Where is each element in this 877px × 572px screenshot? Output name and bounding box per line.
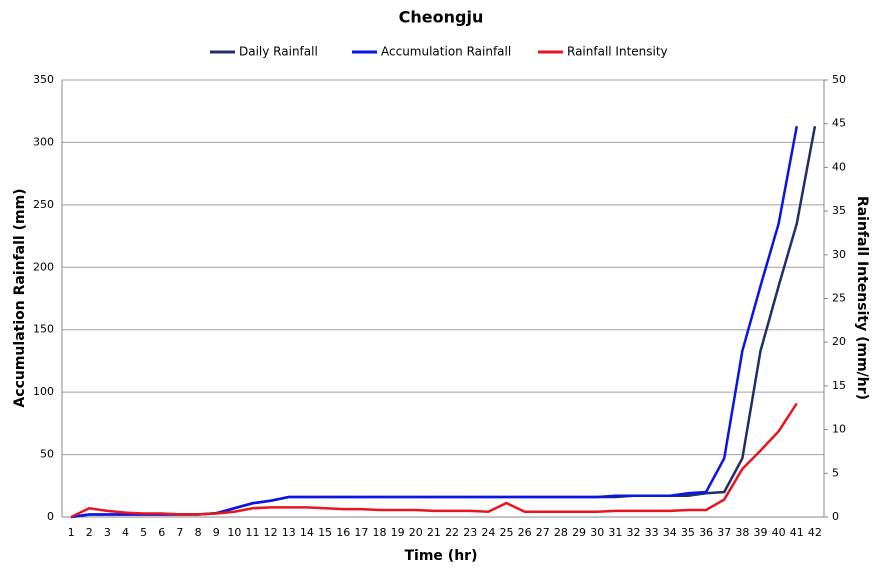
y2-tick-label: 35 [832,204,846,217]
x-tick-label: 21 [427,526,441,539]
x-tick-label: 42 [808,526,822,539]
series-line [70,125,799,519]
x-tick-label: 23 [463,526,477,539]
x-tick-label: 3 [104,526,111,539]
y-tick-label: 150 [33,323,54,336]
x-tick-label: 24 [481,526,495,539]
legend-label: Daily Rainfall [239,45,318,59]
x-tick-label: 11 [246,526,260,539]
x-tick-label: 22 [445,526,459,539]
y2-tick-label: 10 [832,423,846,436]
x-tick-label: 34 [663,526,677,539]
x-tick-label: 28 [554,526,568,539]
y-tick-label: 0 [47,510,54,523]
x-tick-label: 4 [122,526,129,539]
y2-tick-label: 5 [832,466,839,479]
x-tick-label: 29 [572,526,586,539]
chart-title: Cheongju [399,8,484,27]
x-tick-label: 17 [354,526,368,539]
y2-tick-label: 25 [832,292,846,305]
series-line [70,125,817,519]
x-tick-label: 8 [195,526,202,539]
x-tick-label: 6 [158,526,165,539]
y2-tick-label: 30 [832,248,846,261]
y2-tick-label: 20 [832,335,846,348]
x-tick-label: 16 [336,526,350,539]
x-tick-label: 15 [318,526,332,539]
x-tick-label: 37 [717,526,731,539]
x-tick-label: 33 [645,526,659,539]
y-tick-label: 350 [33,73,54,86]
legend-label: Rainfall Intensity [567,45,668,59]
x-tick-label: 5 [140,526,147,539]
x-tick-label: 25 [500,526,514,539]
x-tick-label: 26 [518,526,532,539]
y2-tick-label: 0 [832,510,839,523]
x-tick-label: 38 [735,526,749,539]
x-tick-label: 2 [86,526,93,539]
y2-tick-label: 40 [832,160,846,173]
x-tick-label: 1 [68,526,75,539]
y-tick-label: 50 [40,448,54,461]
x-tick-label: 35 [681,526,695,539]
y-axis-title: Accumulation Rainfall (mm) [12,188,28,407]
x-tick-label: 20 [409,526,423,539]
x-tick-label: 12 [264,526,278,539]
x-tick-label: 7 [176,526,183,539]
x-tick-label: 9 [213,526,220,539]
x-axis-title: Time (hr) [405,548,478,564]
x-tick-label: 19 [391,526,405,539]
y-tick-label: 250 [33,198,54,211]
x-tick-label: 30 [590,526,604,539]
x-tick-label: 14 [300,526,314,539]
x-tick-label: 39 [754,526,768,539]
y-tick-label: 100 [33,385,54,398]
y2-axis-title: Rainfall Intensity (mm/hr) [854,196,870,400]
x-tick-label: 13 [282,526,296,539]
x-tick-label: 41 [790,526,804,539]
x-tick-label: 40 [772,526,786,539]
y-tick-label: 200 [33,260,54,273]
x-tick-label: 10 [227,526,241,539]
y2-tick-label: 45 [832,117,846,130]
series-line [70,402,798,519]
y2-tick-label: 50 [832,73,846,86]
y-tick-label: 300 [33,135,54,148]
x-tick-label: 36 [699,526,713,539]
legend-label: Accumulation Rainfall [381,45,511,59]
y2-tick-label: 15 [832,379,846,392]
x-tick-label: 32 [627,526,641,539]
x-tick-label: 31 [608,526,622,539]
x-tick-label: 18 [373,526,387,539]
x-tick-label: 27 [536,526,550,539]
